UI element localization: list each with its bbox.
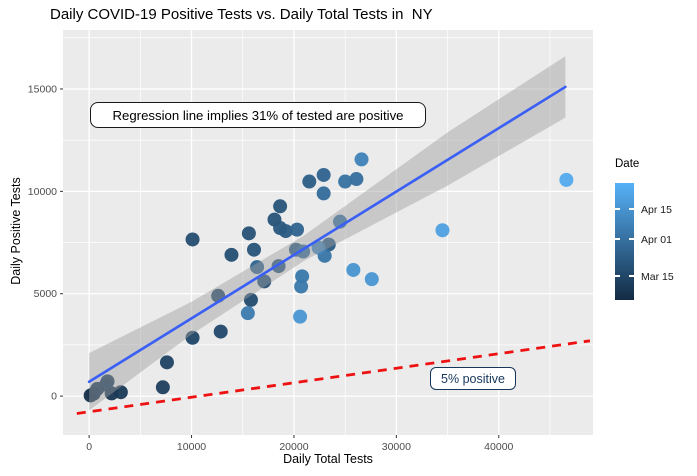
data-point [159, 355, 174, 370]
data-point [243, 292, 258, 307]
data-point [240, 306, 255, 321]
data-point [224, 247, 239, 262]
legend-tick-mark [629, 238, 634, 240]
data-point [213, 324, 228, 339]
data-point [316, 186, 331, 201]
data-point [364, 272, 379, 287]
data-point [257, 274, 272, 289]
legend-tick-mark [615, 208, 620, 210]
data-point [155, 380, 170, 395]
y-tick-label: 5000 [34, 288, 58, 300]
y-tick-label: 0 [51, 391, 57, 403]
data-point [100, 374, 115, 389]
data-point [316, 167, 331, 182]
x-tick-label: 40000 [484, 441, 513, 453]
data-point [294, 279, 309, 294]
data-point [435, 223, 450, 238]
data-point [354, 152, 369, 167]
legend-tick-label: Mar 15 [641, 271, 674, 283]
y-axis-title: Daily Positive Tests [9, 177, 23, 285]
x-tick-label: 0 [86, 441, 92, 453]
regression-annotation-text: Regression line implies 31% of tested ar… [112, 107, 404, 123]
data-point [290, 222, 305, 237]
data-point [338, 174, 353, 189]
x-axis-title: Daily Total Tests [283, 452, 373, 466]
x-tick-label: 20000 [279, 441, 308, 453]
data-point [302, 174, 317, 189]
legend-tick-mark [629, 208, 634, 210]
legend-tick-label: Apr 01 [641, 234, 672, 246]
x-tick-label: 30000 [382, 441, 411, 453]
chart-title: Daily COVID-19 Positive Tests vs. Daily … [50, 6, 433, 23]
legend-tick-label: Apr 15 [641, 204, 672, 216]
data-point [185, 232, 200, 247]
data-point [113, 385, 128, 400]
regression-annotation-box: Regression line implies 31% of tested ar… [90, 102, 426, 128]
legend-tick-mark [615, 238, 620, 240]
data-point [295, 269, 310, 284]
data-point [346, 262, 361, 277]
legend-gradient-bar [615, 183, 634, 300]
x-tick-label: 10000 [177, 441, 206, 453]
legend: Date Apr 15 Apr 01 Mar 15 [609, 158, 697, 318]
data-point [273, 199, 288, 214]
legend-title: Date [615, 158, 640, 170]
data-point [311, 240, 326, 255]
y-tick-label: 10000 [28, 186, 57, 198]
data-point [293, 309, 308, 324]
data-point [247, 242, 262, 257]
data-point [250, 260, 265, 275]
legend-tick-mark [615, 275, 620, 277]
five-percent-line [76, 339, 591, 415]
regression-line [87, 85, 567, 384]
five-percent-annotation-text: 5% positive [441, 371, 505, 386]
y-tick-label: 15000 [28, 83, 57, 95]
legend-tick-mark [629, 275, 634, 277]
data-point [185, 330, 200, 345]
data-point [241, 226, 256, 241]
data-point [559, 172, 574, 187]
data-point [349, 172, 364, 187]
data-point [278, 224, 293, 239]
five-percent-annotation-box: 5% positive [430, 367, 516, 390]
